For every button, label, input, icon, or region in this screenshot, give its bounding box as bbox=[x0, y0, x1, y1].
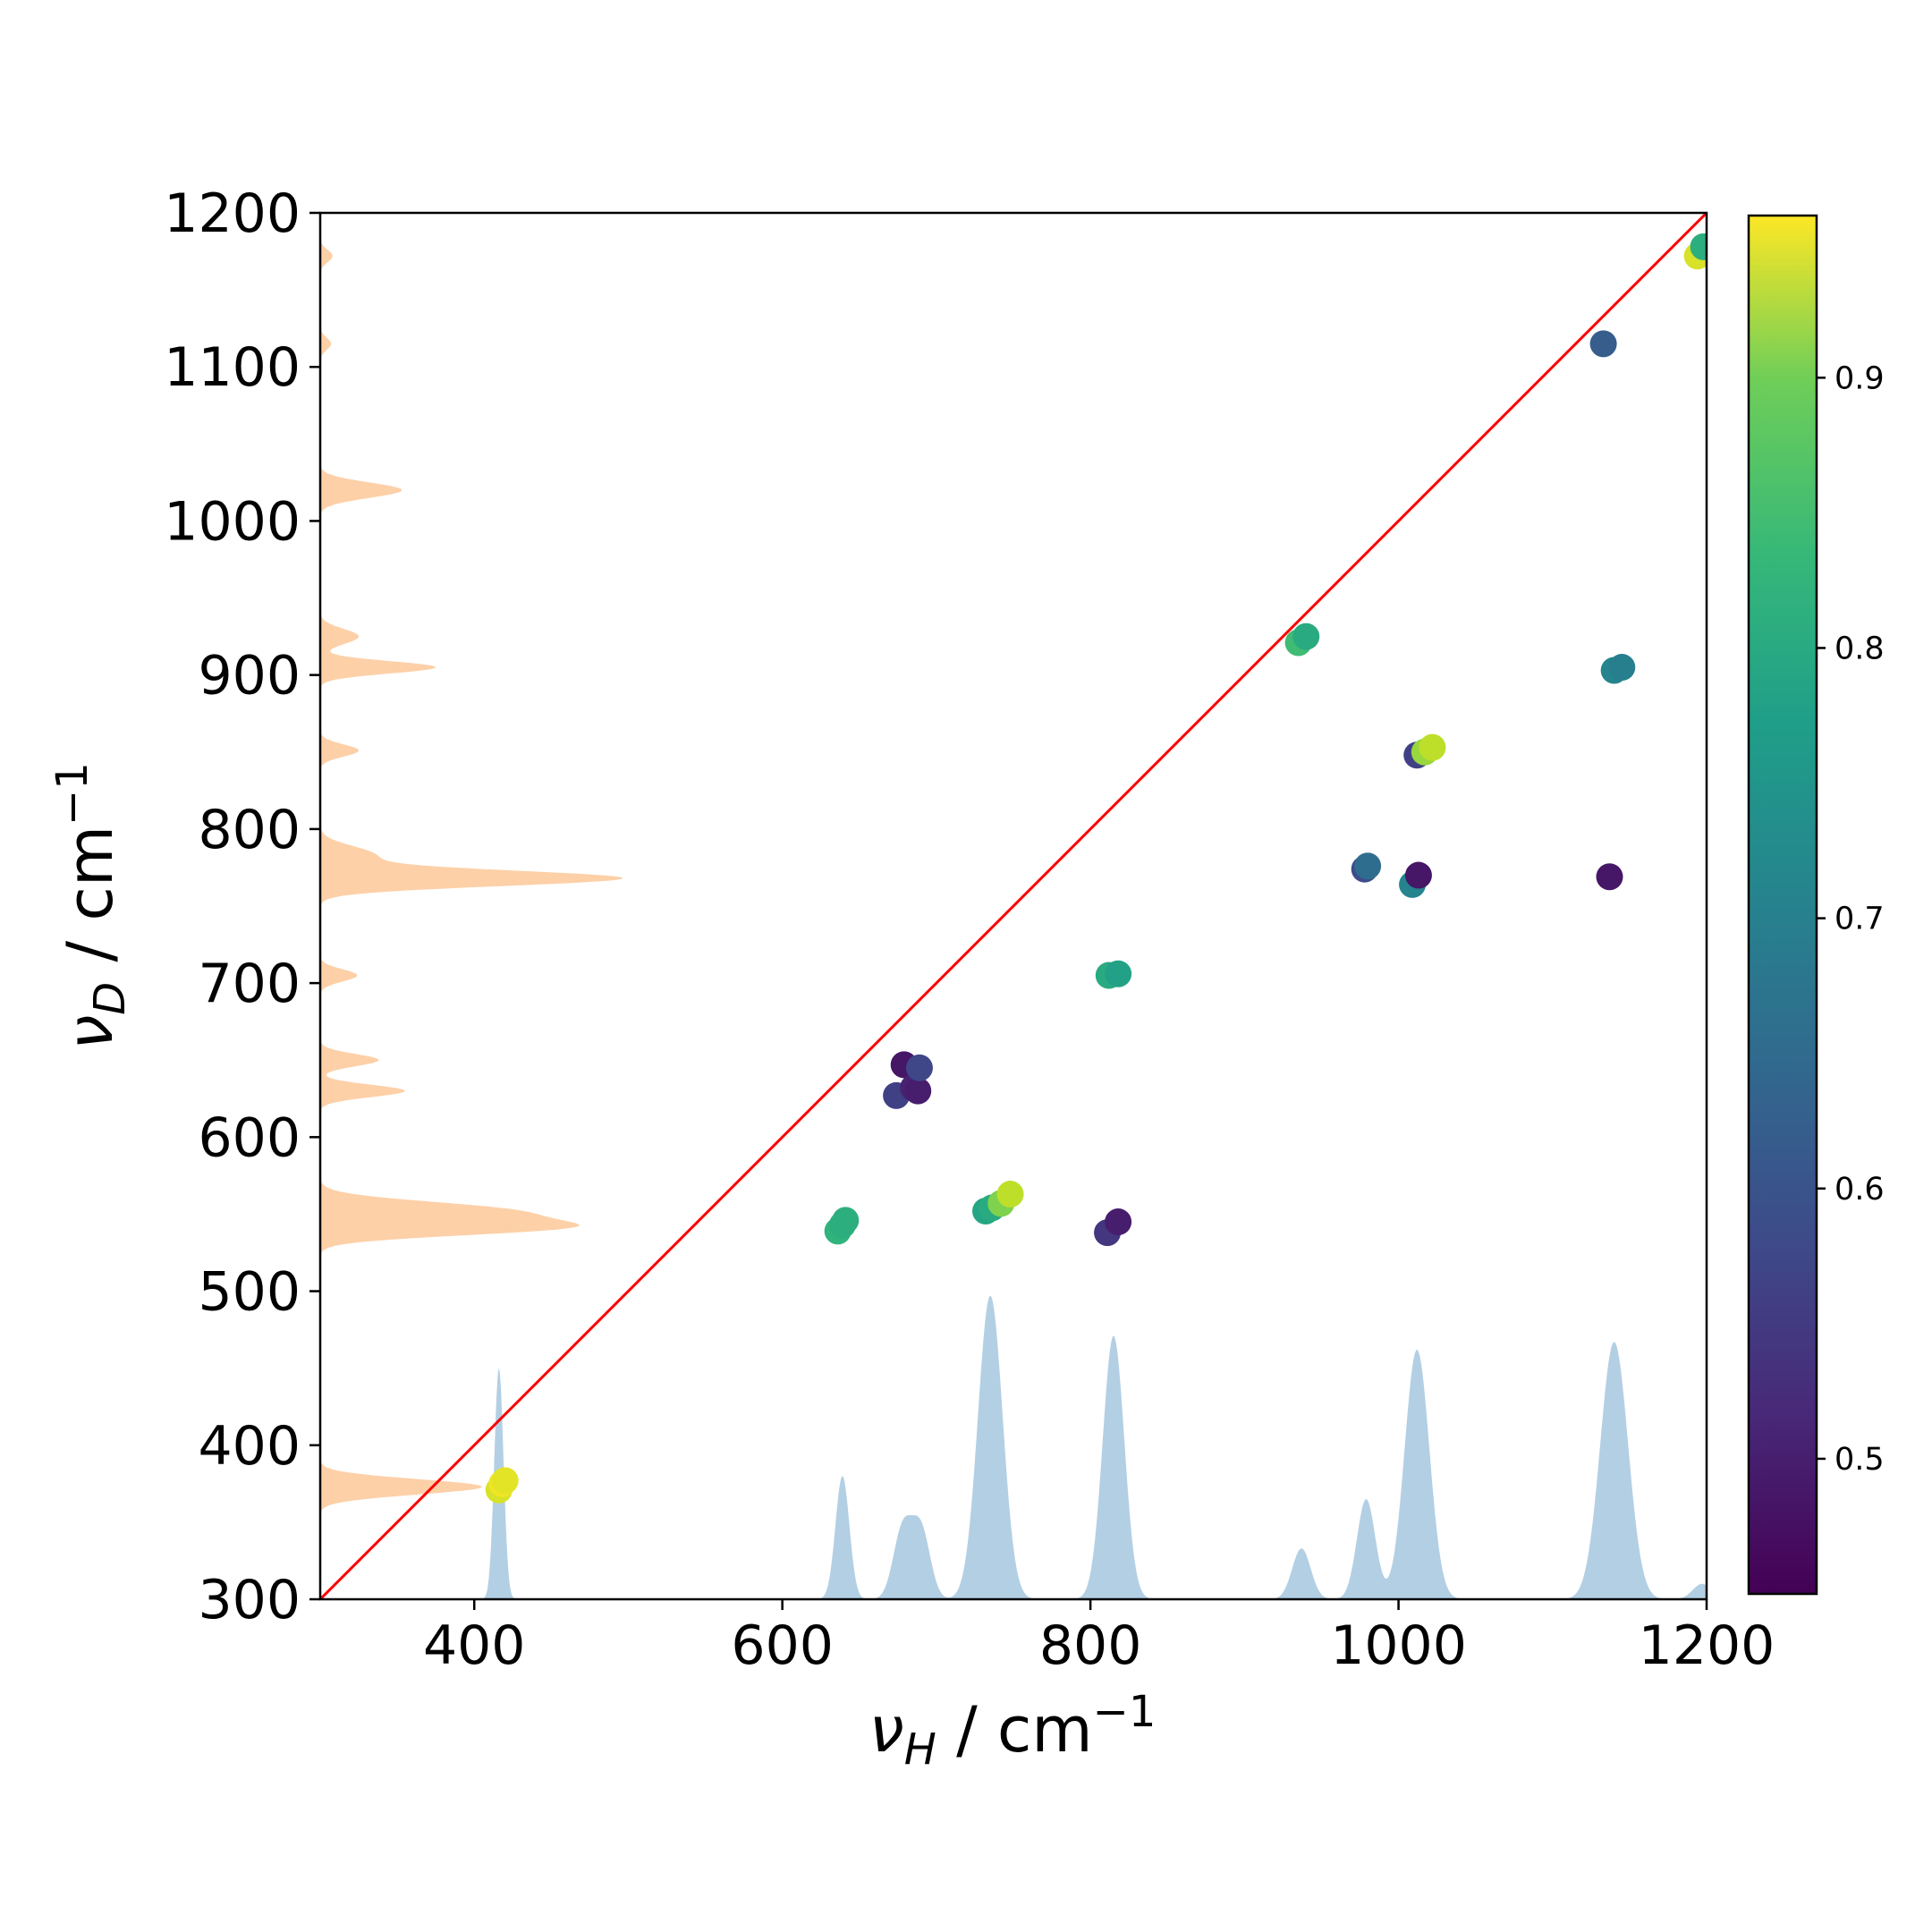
y-tick-label: 1100 bbox=[164, 336, 301, 399]
y-tick-label: 700 bbox=[198, 953, 301, 1015]
y-axis-label: νD / cm−1 bbox=[47, 762, 135, 1050]
colorbar-tick-label: 0.6 bbox=[1835, 1172, 1885, 1208]
scatter-point bbox=[1292, 623, 1320, 650]
scatter-point bbox=[491, 1467, 519, 1495]
x-tick-label: 1000 bbox=[1330, 1614, 1467, 1677]
x-tick-label: 600 bbox=[731, 1614, 834, 1677]
colorbar-tick-label: 0.9 bbox=[1835, 360, 1885, 396]
x-axis: 400 600 800 1000 1200 bbox=[423, 1599, 1775, 1677]
scatter-point bbox=[1596, 863, 1623, 891]
y-tick-label: 1200 bbox=[164, 182, 301, 245]
x-axis-label-exponent: −1 bbox=[1093, 1687, 1157, 1737]
y-axis-label-exponent: −1 bbox=[47, 762, 97, 826]
colorbar-ticks: 0.5 0.6 0.7 0.8 0.9 bbox=[1817, 360, 1885, 1478]
x-axis-label-symbol: ν bbox=[869, 1693, 904, 1767]
diagonal-line bbox=[320, 213, 1707, 1599]
y-tick-label: 500 bbox=[198, 1261, 301, 1324]
x-tick-label: 400 bbox=[423, 1614, 526, 1677]
y-tick-label: 400 bbox=[198, 1415, 301, 1478]
x-tick-label: 1200 bbox=[1639, 1614, 1775, 1677]
scatter-point bbox=[1105, 1208, 1132, 1236]
y-tick-label: 600 bbox=[198, 1106, 301, 1169]
x-axis-label-subscript: H bbox=[904, 1724, 936, 1775]
scatter-point bbox=[1690, 233, 1707, 260]
y-axis-label-symbol: ν bbox=[54, 1015, 127, 1050]
scatter-point bbox=[832, 1207, 860, 1234]
y-axis-label-unit: / cm bbox=[54, 826, 127, 982]
scatter-point bbox=[904, 1077, 932, 1105]
scatter-point bbox=[1589, 330, 1617, 358]
y-axis-label-subscript: D bbox=[85, 982, 135, 1015]
colorbar: 0.5 0.6 0.7 0.8 0.9 bbox=[1747, 214, 1885, 1596]
plot-area bbox=[320, 213, 1707, 1599]
scatter-point bbox=[905, 1054, 933, 1081]
plot-frame bbox=[318, 211, 1708, 1601]
y-tick-label: 900 bbox=[198, 645, 301, 708]
scatter-point bbox=[1354, 852, 1382, 880]
y-tick-label: 1000 bbox=[164, 490, 301, 553]
spectrum-h-fill bbox=[320, 1295, 1707, 1599]
colorbar-gradient bbox=[1749, 216, 1817, 1594]
scatter-points bbox=[485, 233, 1707, 1504]
scatter-point bbox=[1419, 733, 1446, 761]
colorbar-tick-label: 0.8 bbox=[1835, 631, 1885, 666]
y-tick-label: 300 bbox=[198, 1569, 301, 1631]
x-tick-label: 800 bbox=[1039, 1614, 1142, 1677]
y-tick-label: 800 bbox=[198, 799, 301, 861]
scatter-point bbox=[1608, 654, 1636, 682]
colorbar-tick-label: 0.7 bbox=[1835, 902, 1885, 937]
x-axis-label-unit: / cm bbox=[936, 1693, 1093, 1767]
spectrum-d-fill bbox=[320, 213, 623, 1599]
y-axis: 300 400 500 600 700 800 900 1000 1100 1200 bbox=[164, 182, 320, 1631]
x-axis-label: νH / cm−1 bbox=[869, 1687, 1157, 1775]
scatter-point bbox=[996, 1181, 1024, 1208]
colorbar-tick-label: 0.5 bbox=[1835, 1442, 1885, 1478]
scatter-point bbox=[1404, 861, 1432, 889]
colorbar-frame bbox=[1747, 214, 1818, 1596]
scatter-point bbox=[1105, 960, 1132, 987]
